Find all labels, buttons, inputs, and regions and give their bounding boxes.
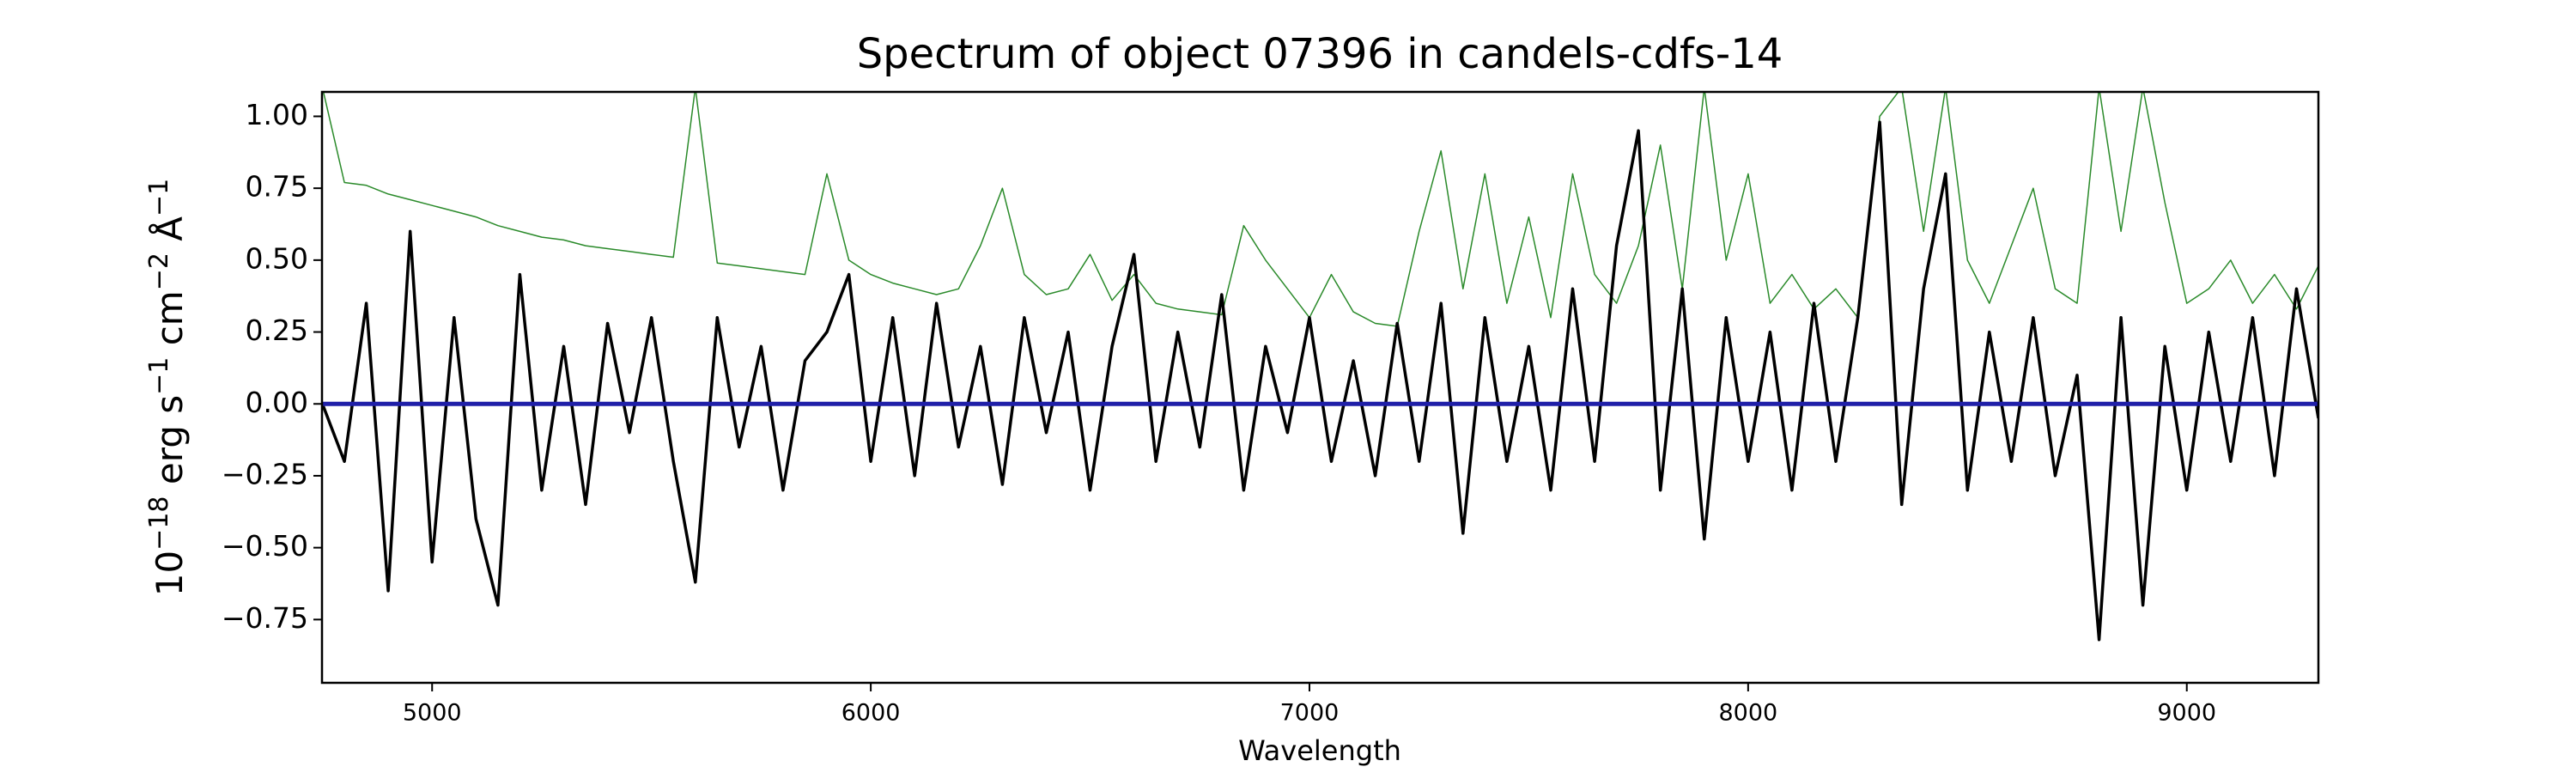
y-label-text: 10	[149, 551, 191, 596]
line-error	[322, 92, 2318, 327]
plot-frame	[320, 90, 2320, 685]
y-tick-label: −0.50	[222, 529, 308, 563]
x-tick-label: 7000	[1280, 700, 1340, 727]
chart-title: Spectrum of object 07396 in candels-cdfs…	[857, 30, 1783, 78]
x-tick-label: 6000	[841, 700, 901, 727]
x-tick-label: 8000	[1719, 700, 1778, 727]
y-tick-label: 0.00	[246, 386, 308, 419]
y-label-text: cm	[149, 290, 191, 356]
line-flux	[322, 120, 2318, 642]
y-label-text: erg s	[149, 395, 191, 496]
y-tick-label: 0.50	[246, 241, 308, 275]
y-tick-label: 1.00	[246, 98, 308, 131]
x-tick-label: 9000	[2157, 700, 2216, 727]
x-tick-label: 5000	[403, 700, 462, 727]
y-label-exponent: −2	[144, 253, 174, 290]
y-axis-label: 10−18 erg s−1 cm−2 Å−1	[144, 179, 191, 597]
x-axis-label: Wavelength	[1238, 734, 1401, 767]
y-tick-label: 0.75	[246, 170, 308, 204]
y-label-exponent: −18	[144, 496, 174, 551]
plot-area	[322, 92, 2318, 642]
y-tick-label: −0.25	[222, 457, 308, 490]
y-tick-label: −0.75	[222, 601, 308, 635]
y-label-text: Å	[148, 216, 191, 253]
y-label-exponent: −1	[144, 179, 174, 216]
y-tick-label: 0.25	[246, 313, 308, 347]
y-label-exponent: −1	[144, 357, 174, 395]
